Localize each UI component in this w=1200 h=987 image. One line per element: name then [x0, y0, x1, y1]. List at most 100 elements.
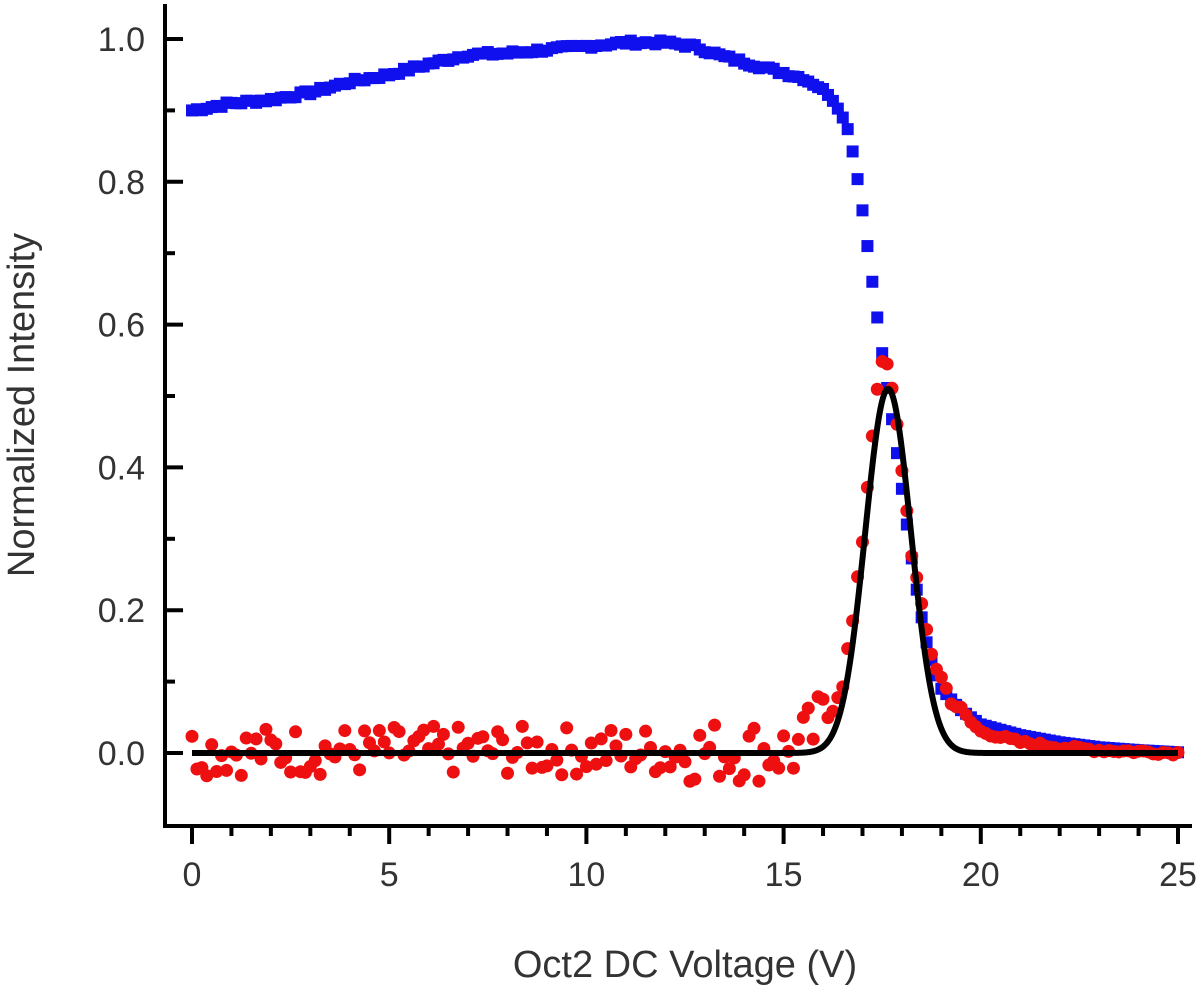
red-circle-point	[461, 736, 475, 750]
red-circle-point	[693, 728, 707, 742]
red-circle-point	[678, 755, 692, 769]
red-circle-point	[259, 722, 273, 736]
x-tick-label: 20	[962, 856, 1000, 894]
red-circle-point	[752, 774, 766, 788]
y-tick-label: 0.8	[98, 164, 145, 202]
red-circle-point	[436, 727, 450, 741]
red-circle-point	[392, 725, 406, 739]
y-tick-label: 0.4	[98, 449, 145, 487]
red-circle-point	[476, 730, 490, 744]
red-circle-point	[525, 761, 539, 775]
red-circle-point	[515, 719, 529, 733]
red-circle-point	[653, 761, 667, 775]
blue-square-point	[871, 311, 884, 324]
red-circle-point	[737, 768, 751, 782]
blue-square-point	[836, 111, 849, 124]
red-circle-point	[446, 765, 460, 779]
red-circle-point	[269, 737, 283, 751]
red-circle-point	[220, 763, 234, 777]
x-tick-label: 25	[1159, 856, 1197, 894]
red-circle-point	[520, 736, 534, 750]
red-circle-point	[786, 761, 800, 775]
red-circle-point	[619, 727, 633, 741]
x-tick-label: 15	[765, 856, 803, 894]
red-circle-point	[722, 762, 736, 776]
red-circle-point	[308, 754, 322, 768]
blue-square-point	[846, 145, 859, 158]
red-circle-point	[594, 732, 608, 746]
gaussian-fit-line	[189, 385, 1181, 756]
red-circle-point	[239, 731, 253, 745]
red-circle-point	[358, 724, 372, 738]
red-circle-point	[205, 738, 219, 752]
red-circle-point	[604, 723, 618, 737]
red-circle-point	[777, 729, 791, 743]
red-circle-point	[249, 732, 263, 746]
red-circle-point	[540, 759, 554, 773]
red-circle-point	[688, 772, 702, 786]
red-circle-point	[496, 733, 510, 747]
red-circle-point	[801, 701, 815, 715]
red-circle-point	[284, 765, 298, 779]
red-circle-point	[501, 766, 515, 780]
red-circle-point	[210, 765, 224, 779]
red-circle-point	[200, 769, 214, 783]
red-circle-point	[816, 692, 830, 706]
red-circle-point	[934, 670, 948, 684]
red-circle-point	[708, 718, 722, 732]
red-circle-point	[417, 723, 431, 737]
red-circle-point	[234, 768, 248, 782]
red-circle-point	[713, 769, 727, 783]
y-tick-label: 1.0	[98, 21, 145, 59]
red-circle-point	[353, 763, 367, 777]
plot-axes: 0.0 0.2 0.4 0.6 0.8 1.0 0 5 10 15 20 25	[98, 4, 1197, 894]
red-circle-point	[584, 736, 598, 750]
x-ticks: 0 5 10 15 20 25	[183, 826, 1197, 894]
red-circle-point	[451, 720, 465, 734]
red-circle-point	[530, 735, 544, 749]
y-tick-label: 0.6	[98, 307, 145, 345]
red-circle-point	[939, 681, 953, 695]
red-circle-point	[377, 735, 391, 749]
red-circle-point	[185, 729, 199, 743]
red-circle-point	[427, 719, 441, 733]
y-ticks: 0.0 0.2 0.4 0.6 0.8 1.0	[98, 21, 183, 773]
blue-square-point	[841, 123, 854, 136]
red-circle-point	[579, 760, 593, 774]
red-circle-point	[555, 768, 569, 782]
red-circle-point	[589, 757, 603, 771]
y-tick-label: 0.2	[98, 592, 145, 630]
red-circle-point	[550, 753, 564, 767]
red-circle-point	[599, 754, 613, 768]
red-circle-point	[870, 382, 884, 396]
red-circle-point	[289, 725, 303, 739]
x-tick-label: 0	[183, 856, 202, 894]
red-circle-point	[570, 767, 584, 781]
red-circle-point	[826, 704, 840, 718]
series-red-circles	[185, 354, 1185, 788]
red-circle-point	[313, 767, 327, 781]
y-tick-label: 0.0	[98, 735, 145, 773]
red-circle-point	[806, 732, 820, 746]
y-axis-title: Normalized Intensity	[1, 233, 43, 577]
x-axis-title: Oct2 DC Voltage (V)	[513, 944, 857, 986]
red-circle-point	[560, 721, 574, 735]
red-circle-point	[338, 724, 352, 738]
x-tick-label: 10	[567, 856, 605, 894]
blue-square-point	[851, 173, 864, 186]
series-blue-squares	[186, 34, 1184, 759]
blue-square-point	[866, 275, 879, 288]
red-circle-point	[372, 724, 386, 738]
red-circle-point	[639, 724, 653, 738]
blue-square-point	[861, 240, 874, 253]
red-circle-point	[609, 739, 623, 753]
red-circle-point	[791, 732, 805, 746]
blue-square-point	[856, 204, 869, 217]
red-circle-point	[432, 737, 445, 751]
red-circle-point	[772, 761, 786, 775]
red-circle-point	[880, 357, 894, 371]
red-circle-point	[747, 721, 761, 735]
x-tick-label: 5	[380, 856, 399, 894]
red-circle-point	[663, 760, 677, 774]
